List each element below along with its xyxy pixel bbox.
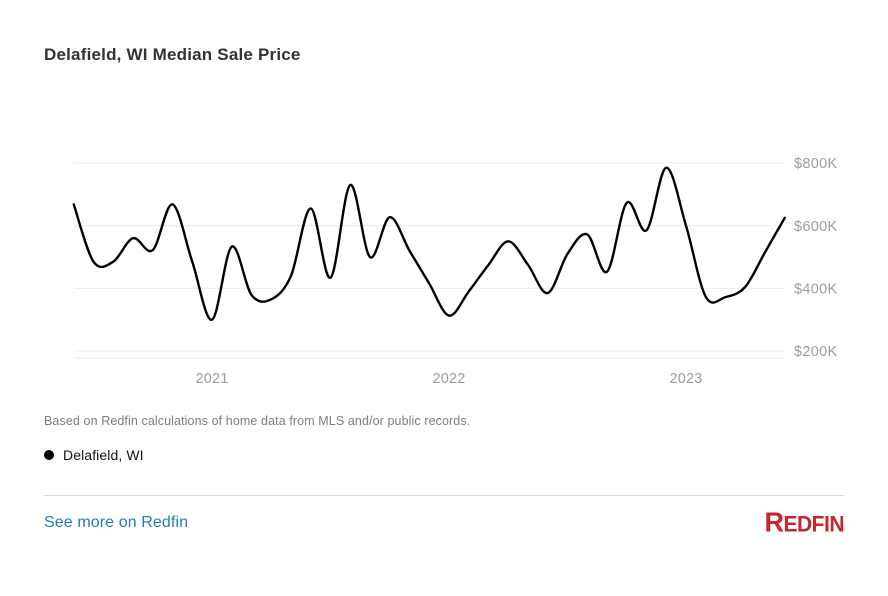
median-sale-price-line-chart: $800K $600K $400K $200K 2021 2022 2023 (72, 156, 837, 387)
redfin-logo-rest: EDFIN (783, 512, 845, 537)
x-axis-label: 2022 (432, 371, 465, 387)
x-axis-label: 2023 (669, 371, 702, 387)
see-more-on-redfin-link[interactable]: See more on Redfin (44, 514, 189, 531)
y-axis-label: $800K (794, 156, 837, 172)
price-line-delafield-wi (72, 166, 786, 321)
y-axis-label: $400K (794, 282, 837, 298)
legend: Delafield, WI (44, 447, 144, 463)
attribution-text: Based on Redfin calculations of home dat… (44, 414, 471, 428)
redfin-logo-letter-r: R (764, 506, 785, 538)
legend-label: Delafield, WI (63, 447, 144, 463)
y-axis-label: $200K (794, 344, 837, 360)
redfin-logo[interactable]: R EDFIN (765, 508, 845, 536)
divider (44, 495, 844, 496)
legend-dot-icon (44, 450, 54, 460)
page-title: Delafield, WI Median Sale Price (44, 45, 301, 64)
y-axis-label: $600K (794, 219, 837, 235)
x-axis-label: 2021 (195, 371, 228, 387)
